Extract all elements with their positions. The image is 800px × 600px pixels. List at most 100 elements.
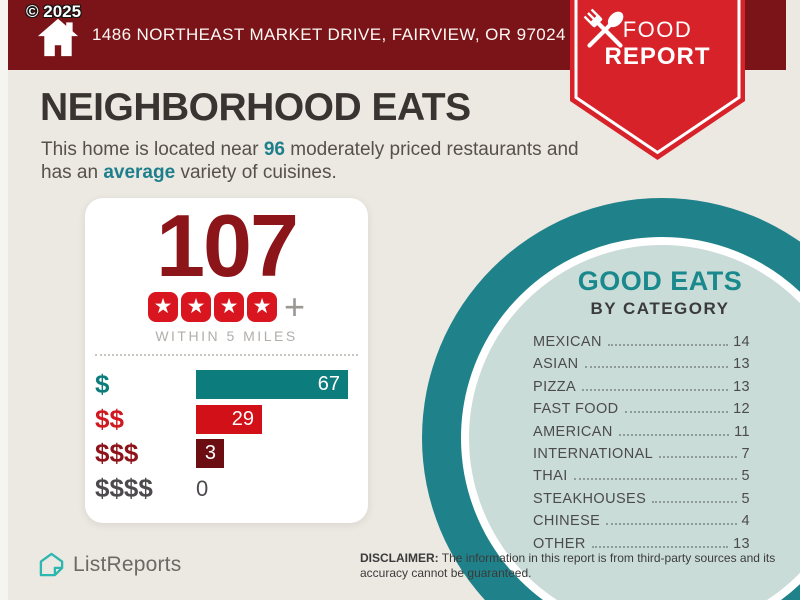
page-left-edge [0,0,8,600]
subtitle-text-3: has an [41,162,104,183]
good-eats-heading: GOOD EATS BY CATEGORY [540,266,780,319]
category-count: 14 [733,334,750,350]
star-glyph: ★ [153,295,173,318]
category-row: INTERNATIONAL 7 [533,446,750,468]
page-subtitle: This home is located near 96 moderately … [41,138,579,184]
food-report-badge: FOOD REPORT [570,0,745,162]
star-glyph: ★ [186,295,206,318]
category-count: 5 [741,490,750,507]
category-count: 12 [733,401,750,418]
star-icon: ★ [246,292,277,322]
price-tier-label: $ [95,369,110,399]
bar-row-4dollar: $$$$ 0 [85,474,368,503]
dotted-leader [607,344,729,346]
star-icon: ★ [147,292,178,322]
good-eats-circle-inner [461,237,800,600]
bar-row-1dollar: $67 [85,370,368,399]
dotted-leader [652,500,737,503]
star-rating: ★ ★ ★ ★ + [85,286,368,327]
star-icon: ★ [213,292,244,322]
category-label: MEXICAN [533,334,602,350]
dotted-leader [582,388,729,391]
bar-fill: 3 [196,439,224,468]
dotted-leader [624,411,729,414]
bar-row-3dollar: $$$ 3 [85,439,368,468]
category-row: OTHER 13 [533,536,750,558]
plus-icon: + [283,286,306,327]
listreports-brand: ListReports [38,551,181,578]
category-row: AMERICAN 11 [533,424,750,446]
disclaimer-line-2: accuracy cannot be guaranteed. [360,566,532,580]
dotted-leader [618,433,730,436]
category-row: FAST FOOD 12 [533,401,750,423]
category-count: 13 [733,535,750,552]
category-label: CHINESE [533,513,601,530]
listreports-brand-name: ListReports [73,552,182,576]
dotted-leader [606,523,737,526]
category-count: 11 [734,423,750,440]
category-row: CHINESE 4 [533,513,750,535]
radius-label: WITHIN 5 MILES [155,328,298,344]
restaurant-count-highlight: 96 [263,139,285,160]
category-count: 5 [741,468,750,485]
dotted-leader [584,366,729,369]
price-tier-label: $$$$ [95,473,153,503]
variety-highlight: average [103,162,176,183]
star-glyph: ★ [252,295,272,318]
bar-value: 29 [231,408,254,430]
category-count: 4 [741,513,750,530]
bar-value: 67 [317,373,340,395]
category-row: PIZZA 13 [533,379,750,401]
price-tier-bar-chart: $67 $$ 29 $$$ 3 $$$$ 0 [85,198,368,523]
bar-row-2dollar: $$ 29 [85,405,368,434]
star-glyph: ★ [219,295,239,318]
price-tier-label: $$ [95,404,124,434]
bar-fill: 67 [196,370,348,399]
category-row: ASIAN 13 [533,356,750,378]
category-label: FAST FOOD [533,401,619,418]
subtitle-text-1: This home is located near [41,139,264,160]
cuisine-category-list: MEXICAN 14 ASIAN 13 PIZZA 13 FAST FOOD 12 AMERIC… [533,334,750,558]
category-label: STEAKHOUSES [533,490,647,507]
badge-title: FOOD REPORT [570,16,745,70]
dotted-leader [591,545,729,548]
category-row: MEXICAN 14 [533,334,750,356]
price-tier-label: $$$ [95,438,139,468]
restaurant-stats-card: 107 ★ ★ ★ ★ + WITHIN 5 MILES $67 $$ 29 $$$ 3 $$$… [85,198,368,523]
page-title: NEIGHBORHOOD EATS [40,86,471,129]
subtitle-text-4: variety of cuisines. [175,162,337,183]
category-label: AMERICAN [533,423,613,440]
copyright-text: © 2025 [26,2,82,21]
badge-line-report: REPORT [604,43,711,70]
star-icon: ★ [180,292,211,322]
category-label: INTERNATIONAL [533,445,654,462]
category-label: PIZZA [533,378,577,395]
dotted-divider [95,354,358,356]
dotted-leader [659,455,737,458]
bar-value-zero: 0 [196,476,209,501]
disclaimer-label: DISCLAIMER: [360,551,439,565]
subtitle-text-2: moderately priced restaurants and [284,139,579,160]
total-restaurant-count: 107 [156,196,299,295]
good-eats-title: GOOD EATS [577,266,743,296]
category-label: ASIAN [533,356,579,373]
bar-value: 3 [204,442,216,464]
spoon-fork-icon [583,8,624,48]
category-row: STEAKHOUSES 5 [533,491,750,513]
disclaimer-text: DISCLAIMER: The information in this repo… [360,551,796,581]
category-count: 13 [733,378,750,395]
category-label: OTHER [533,535,586,552]
category-count: 7 [741,445,750,462]
disclaimer-line-1: The information in this report is from t… [438,551,776,565]
dotted-leader [573,478,737,481]
category-row: THAI 5 [533,468,750,490]
category-label: THAI [533,468,568,485]
badge-line-food: FOOD [622,17,693,42]
listreports-logo-icon [39,552,64,577]
bar-fill: 29 [196,405,262,434]
star-icons: ★ ★ ★ ★ [147,292,277,322]
property-address: 1486 NORTHEAST MARKET DRIVE, FAIRVIEW, O… [92,25,566,44]
category-count: 13 [733,356,750,373]
home-icon [36,16,80,63]
